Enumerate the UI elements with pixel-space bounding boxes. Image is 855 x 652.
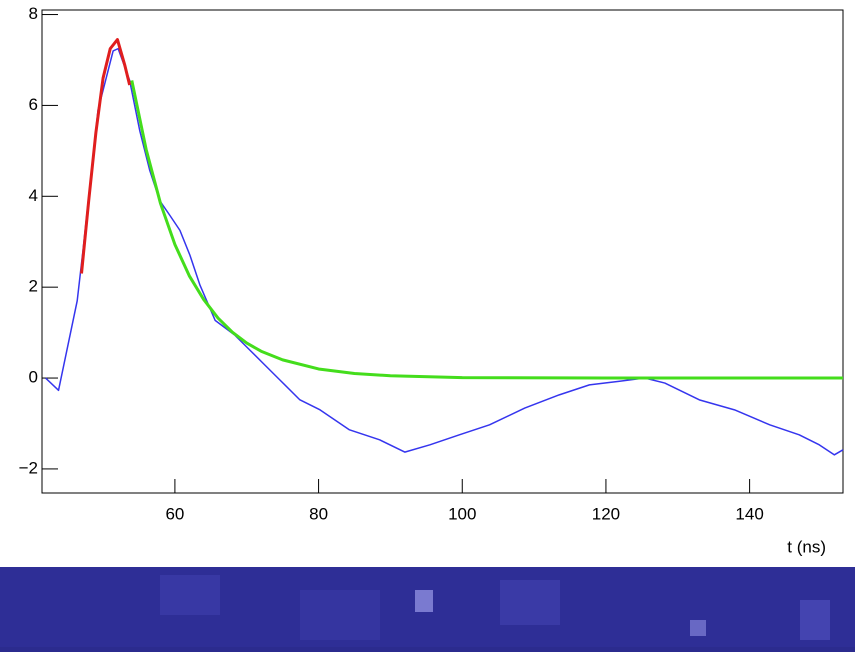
series-line (130, 80, 843, 380)
y-tick-label: 2 (29, 277, 38, 296)
frame (41, 9, 844, 494)
x-tick-label: 140 (735, 504, 763, 523)
series-line (80, 38, 132, 274)
background (415, 590, 433, 612)
background (690, 620, 706, 636)
y-tick-label: 8 (29, 4, 38, 23)
background (500, 580, 560, 625)
x-tick-label: 60 (165, 504, 184, 523)
background (160, 575, 220, 615)
background (800, 600, 830, 640)
y-tick-label: −2 (19, 458, 38, 477)
x-axis-label: t (ns) (787, 537, 826, 556)
background (300, 590, 380, 640)
y-tick-label: 4 (29, 186, 38, 205)
x-tick-label: 120 (592, 504, 620, 523)
y-tick-label: 6 (29, 95, 38, 114)
x-tick-label: 100 (448, 504, 476, 523)
y-tick-label: 0 (29, 368, 38, 387)
x-tick-label: 80 (309, 504, 328, 523)
plot-panel (0, 0, 855, 567)
